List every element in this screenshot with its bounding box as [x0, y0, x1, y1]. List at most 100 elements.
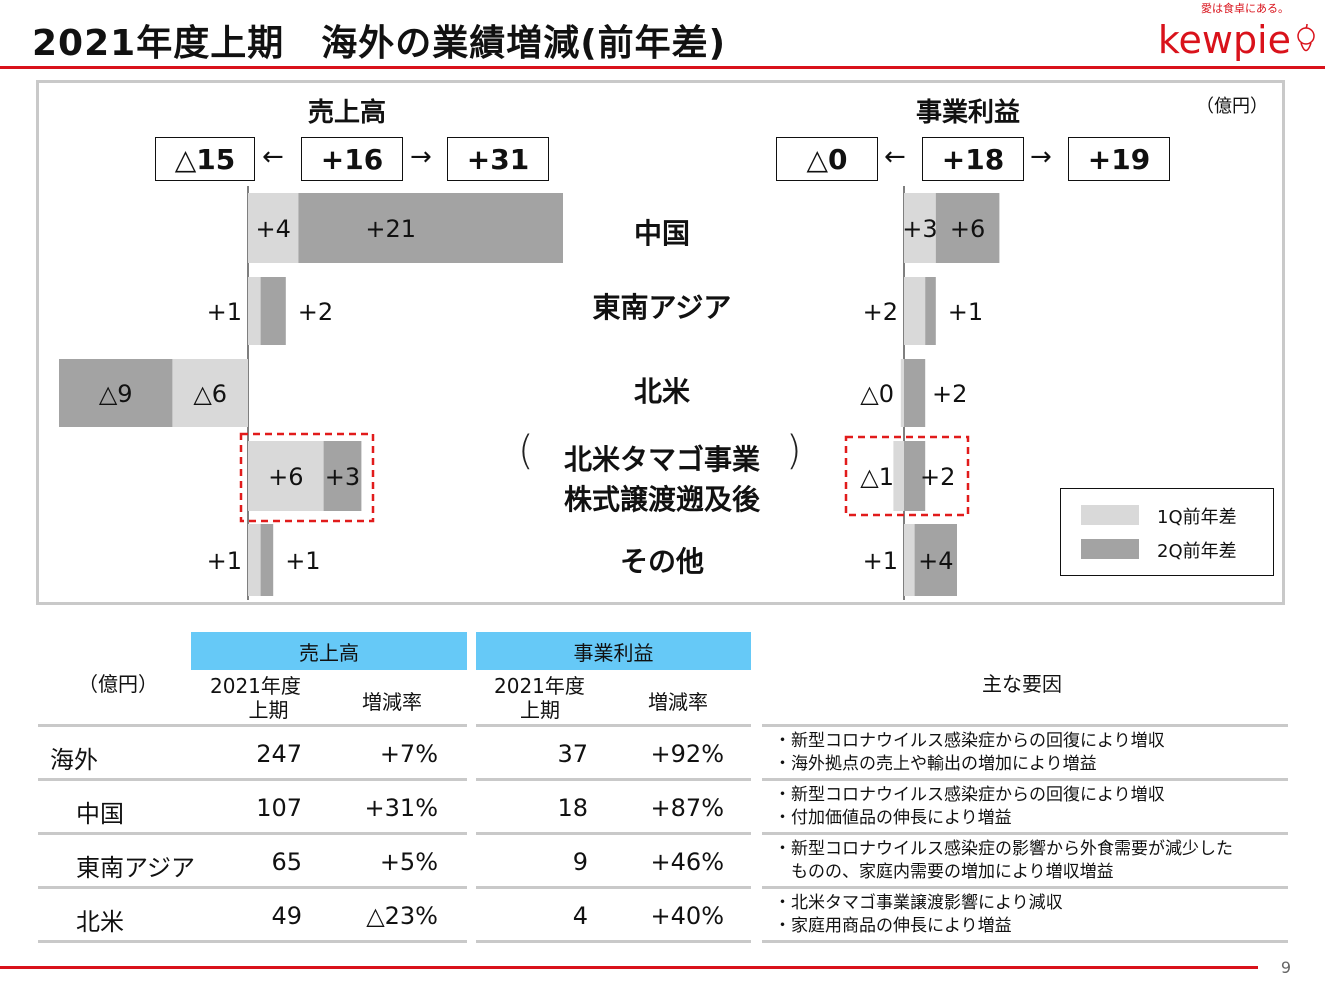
table-reason-line: ・新型コロナウイルス感染症からの回復により増収: [774, 785, 1165, 805]
table-rule: [38, 778, 467, 781]
footer-rule: [0, 966, 1258, 969]
bar-segment: [900, 359, 904, 427]
data-label: +2: [932, 380, 967, 408]
table-rule: [38, 886, 467, 889]
sales-h2-box: +31: [447, 137, 549, 181]
bar-segment: [925, 277, 936, 345]
sales-h1-box: △15: [155, 137, 255, 181]
table-cell-sales: 247: [256, 740, 302, 768]
table-cell-profit: 9: [572, 848, 588, 876]
table-reason-line: ・新型コロナウイルス感染症からの回復により増収: [774, 731, 1165, 751]
bar-segment: [914, 524, 957, 596]
table-rule: [476, 886, 751, 889]
bar-segment: [172, 359, 248, 427]
category-label: 株式譲渡遡及後: [563, 483, 760, 516]
table-cell-profit-rate: +46%: [650, 848, 724, 876]
legend-swatch-q2: [1081, 539, 1139, 559]
col-sales-rate: 増減率: [362, 690, 422, 714]
data-label: +3: [325, 463, 360, 491]
data-label: +4: [256, 215, 291, 243]
table-reason-line: ・新型コロナウイルス感染症の影響から外食需要が減少した: [774, 839, 1233, 859]
table-cell-profit: 37: [557, 740, 588, 768]
data-label: +4: [918, 547, 953, 575]
table-rule: [762, 832, 1288, 835]
bar-segment: [904, 277, 926, 345]
bar-segment: [248, 441, 324, 511]
bar-segment: [893, 441, 904, 511]
bar-segment: [248, 193, 299, 263]
table-rule: [762, 724, 1288, 727]
table-rule: [762, 886, 1288, 889]
table-cell-sales: 65: [271, 848, 302, 876]
table-reason-line: ・家庭用商品の伸長により増益: [774, 916, 1012, 936]
left-arrow-icon: ←: [262, 142, 284, 172]
data-label: +21: [365, 215, 416, 243]
table-cell-profit-rate: +40%: [650, 902, 724, 930]
table-rule: [762, 940, 1288, 943]
data-label: △6: [193, 380, 227, 408]
data-label: +1: [207, 298, 242, 326]
table-rule: [38, 940, 467, 943]
right-arrow-icon: →: [410, 142, 432, 172]
table-reason-line: ・北米タマゴ事業譲渡影響により減収: [774, 893, 1063, 913]
table-rule: [476, 940, 751, 943]
logo-tagline: 愛は食卓にある。: [1201, 2, 1289, 15]
legend-label: 1Q前年差: [1157, 507, 1237, 528]
bar-segment: [904, 359, 926, 427]
table-profit-header: 事業利益: [476, 632, 751, 670]
bar-segment: [298, 193, 563, 263]
legend-label: 2Q前年差: [1157, 541, 1237, 562]
bar-segment: [248, 277, 261, 345]
profit-total-box: +18: [922, 137, 1024, 181]
sales-total-box: +16: [301, 137, 403, 181]
chart-bars: +4 +21 +1 +2 △6 △9 +6 +3 +1 +1 +3 +6 +2 +1 △0 +2 △1 +2 +1 +…: [59, 186, 1000, 600]
table-rule: [762, 778, 1288, 781]
table-rule: [476, 778, 751, 781]
profit-h2-box: +19: [1068, 137, 1170, 181]
page-number: 9: [1280, 958, 1291, 977]
sales-panel-title: 売上高: [308, 98, 387, 128]
table-rule: [476, 832, 751, 835]
table-unit: （億円）: [78, 672, 158, 696]
category-label: 中国: [633, 217, 690, 250]
table-rule: [476, 724, 751, 727]
right-arrow-icon: →: [1030, 142, 1052, 172]
data-label: +6: [268, 463, 303, 491]
table-reason-line: ・付加価値品の伸長により増益: [774, 808, 1012, 828]
table-cell-sales-rate: △23%: [366, 902, 438, 930]
bar-segment: [323, 441, 362, 511]
data-label: +2: [863, 298, 898, 326]
highlight-box-profit: [844, 435, 970, 517]
col-sales-period: 2021年度 上期: [210, 674, 301, 722]
table-cell-sales-rate: +5%: [379, 848, 438, 876]
chart-legend: 1Q前年差 2Q前年差: [1060, 488, 1274, 576]
col-profit-period: 2021年度 上期: [494, 674, 585, 722]
table-row-name: 東南アジア: [76, 854, 196, 882]
bar-segment: [904, 441, 926, 511]
category-label: 北米タマゴ事業: [563, 443, 760, 476]
data-label: +6: [950, 215, 985, 243]
data-label: +1: [948, 298, 983, 326]
bar-segment: [904, 524, 915, 596]
table-reason-line: ・海外拠点の売上や輸出の増加により増益: [774, 754, 1097, 774]
data-label: +1: [863, 547, 898, 575]
table-rule: [38, 832, 467, 835]
header-rule: [0, 66, 1325, 69]
table-cell-sales: 107: [256, 794, 302, 822]
data-label: +2: [298, 298, 333, 326]
bar-segment: [248, 524, 261, 596]
page-title: 2021年度上期 海外の業績増減(前年差): [32, 23, 727, 64]
table-cell-sales-rate: +7%: [379, 740, 438, 768]
category-label: 東南アジア: [592, 291, 732, 324]
profit-panel-title: 事業利益: [916, 98, 1021, 128]
data-label: △9: [99, 380, 133, 408]
bracket-left: (: [518, 428, 534, 474]
bar-segment: [260, 277, 286, 345]
profit-h1-box: △0: [776, 137, 878, 181]
category-label: 北米: [633, 375, 690, 408]
table-row-name: 北米: [76, 908, 124, 936]
table-cell-sales-rate: +31%: [364, 794, 438, 822]
table-cell-profit-rate: +92%: [650, 740, 724, 768]
data-label: +1: [207, 547, 242, 575]
col-reasons: 主な要因: [982, 672, 1062, 696]
